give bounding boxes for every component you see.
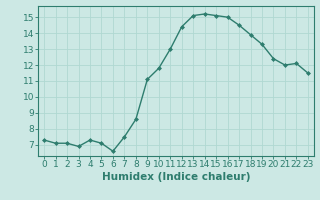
X-axis label: Humidex (Indice chaleur): Humidex (Indice chaleur) xyxy=(102,172,250,182)
